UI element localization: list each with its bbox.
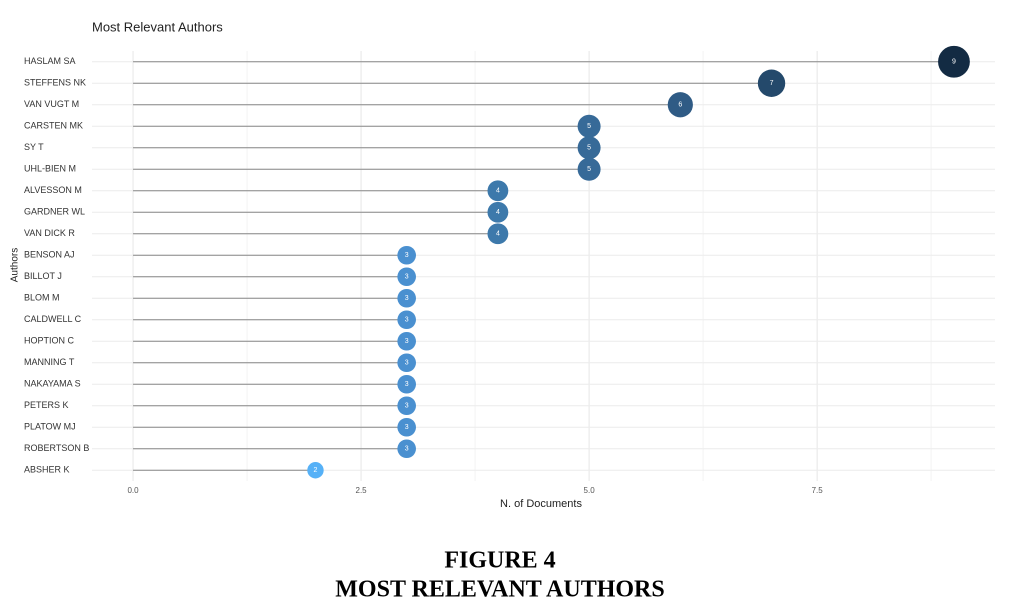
data-label: 3 xyxy=(405,381,409,388)
y-tick-label: PETERS K xyxy=(24,400,69,410)
x-axis-label: N. of Documents xyxy=(500,498,582,510)
dot xyxy=(577,136,601,160)
data-label: 3 xyxy=(405,317,409,324)
data-label: 3 xyxy=(405,274,409,281)
dot xyxy=(577,157,601,181)
y-tick-label: PLATOW MJ xyxy=(24,422,76,432)
y-tick-label: VAN DICK R xyxy=(24,228,75,238)
data-label: 5 xyxy=(587,145,591,152)
x-tick-label: 7.5 xyxy=(812,486,824,495)
data-label: 3 xyxy=(405,424,409,431)
y-tick-label: BLOM M xyxy=(24,293,60,303)
dot xyxy=(307,462,324,479)
dot xyxy=(397,439,416,459)
dot xyxy=(397,417,416,437)
data-label: 4 xyxy=(496,231,500,238)
dot xyxy=(577,114,601,138)
y-tick-label: CARSTEN MK xyxy=(24,121,83,131)
data-label: 3 xyxy=(405,403,409,410)
data-label: 4 xyxy=(496,209,500,216)
data-label: 3 xyxy=(405,360,409,367)
x-tick-label: 5.0 xyxy=(584,486,596,495)
dot xyxy=(487,180,509,202)
y-tick-label: MANNING T xyxy=(24,357,75,367)
y-tick-label: SY T xyxy=(24,142,44,152)
y-tick-label: ABSHER K xyxy=(24,465,70,475)
data-label: 9 xyxy=(952,59,956,66)
data-label: 3 xyxy=(405,338,409,345)
y-tick-label: HASLAM SA xyxy=(24,56,76,66)
dot xyxy=(397,288,416,308)
dot xyxy=(487,201,509,223)
data-label: 2 xyxy=(314,467,318,474)
y-tick-label: BILLOT J xyxy=(24,271,62,281)
data-label: 5 xyxy=(587,166,591,173)
y-tick-label: CALDWELL C xyxy=(24,314,82,324)
y-tick-label: BENSON AJ xyxy=(24,250,75,260)
y-axis-label: Authors xyxy=(10,248,21,282)
data-label: 6 xyxy=(678,102,682,109)
data-label: 3 xyxy=(405,446,409,453)
y-tick-label: GARDNER WL xyxy=(24,207,85,217)
dot xyxy=(667,92,693,118)
dot xyxy=(757,69,786,97)
y-tick-label: ROBERTSON B xyxy=(24,443,89,453)
dot xyxy=(397,310,416,330)
dot xyxy=(397,331,416,351)
dot xyxy=(938,45,970,78)
dot xyxy=(397,267,416,287)
dot xyxy=(397,245,416,265)
x-tick-label: 0.0 xyxy=(127,486,139,495)
y-tick-label: HOPTION C xyxy=(24,336,75,346)
data-label: 7 xyxy=(770,80,774,87)
dot xyxy=(397,374,416,394)
dot xyxy=(397,353,416,373)
figure-caption: MOST RELEVANT AUTHORS xyxy=(335,577,664,603)
dot xyxy=(487,223,509,245)
y-tick-label: NAKAYAMA S xyxy=(24,379,81,389)
x-tick-label: 2.5 xyxy=(356,486,368,495)
dot xyxy=(397,396,416,416)
figure-caption: FIGURE 4 xyxy=(444,548,555,574)
data-label: 3 xyxy=(405,252,409,259)
data-label: 4 xyxy=(496,188,500,195)
y-tick-label: VAN VUGT M xyxy=(24,99,79,109)
data-label: 5 xyxy=(587,123,591,130)
chart-title: Most Relevant Authors xyxy=(92,19,223,34)
data-label: 3 xyxy=(405,295,409,302)
y-tick-label: STEFFENS NK xyxy=(24,78,86,88)
y-tick-label: UHL-BIEN M xyxy=(24,164,76,174)
y-tick-label: ALVESSON M xyxy=(24,185,82,195)
